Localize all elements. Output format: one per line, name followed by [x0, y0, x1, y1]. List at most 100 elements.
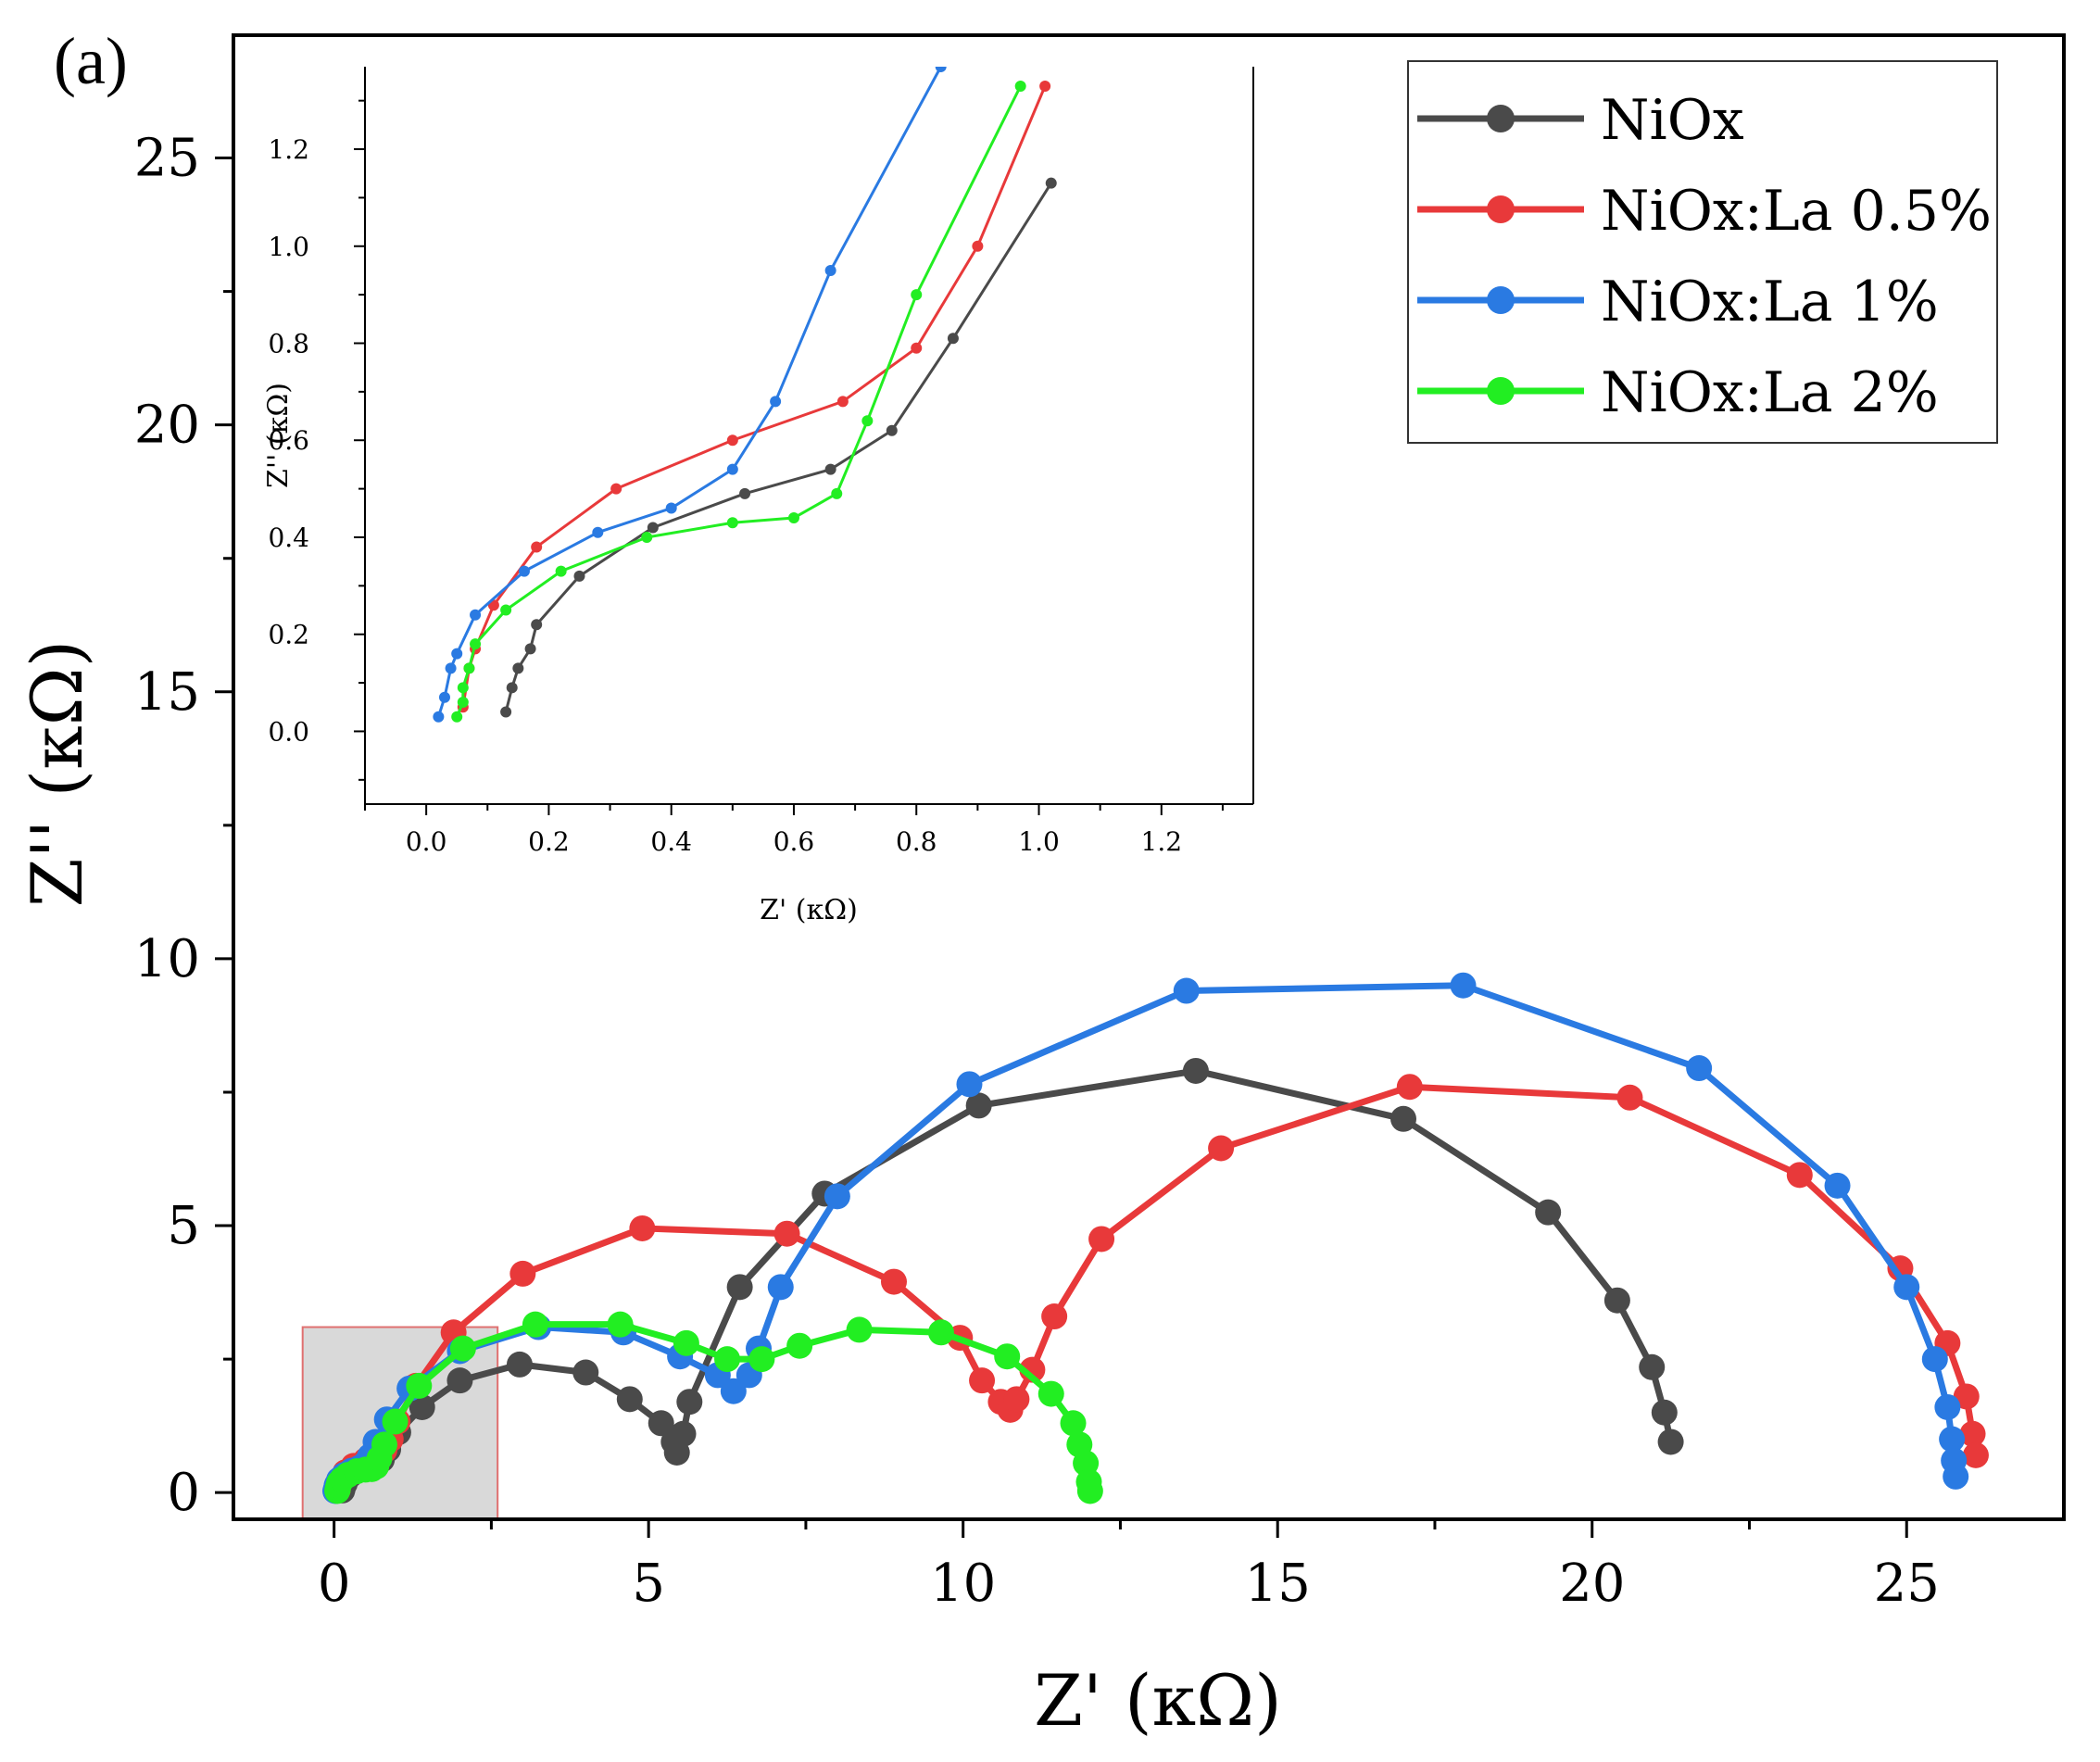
data-point-niox-la-2 [786, 1332, 813, 1359]
data-point-niox-la-1 [824, 1183, 850, 1210]
data-point-niox [1182, 1057, 1209, 1084]
data-point-niox-la-0-5 [1616, 1084, 1643, 1111]
inset-data-point-niox-la-1 [470, 609, 482, 621]
inset-data-point-niox [647, 522, 659, 534]
inset-background [365, 67, 1253, 804]
data-point-niox [446, 1367, 473, 1394]
x-tick-label: 25 [1874, 1554, 1940, 1614]
data-point-niox-la-2 [1060, 1410, 1087, 1437]
inset-x-axis-title: Z' (κΩ) [760, 894, 858, 926]
x-tick-label: 10 [930, 1554, 996, 1614]
inset-data-point-niox-la-1 [518, 565, 530, 577]
inset-data-point-niox-la-0-5 [1039, 80, 1051, 92]
inset-y-tick-label: 0.2 [268, 620, 309, 650]
data-point-niox-la-2 [371, 1431, 397, 1458]
inset-data-point-niox-la-1 [451, 648, 463, 660]
inset-data-point-niox-la-2 [787, 512, 799, 524]
legend-swatch-marker [1487, 286, 1515, 314]
inset-x-tick-label: 0.6 [773, 826, 815, 857]
main-plot-frame: 0 5 10 15 20 25 0 5 10 15 20 25 [134, 33, 2066, 1614]
inset-data-point-niox [947, 333, 959, 345]
inset-x-tick-label: 1.2 [1141, 826, 1183, 857]
data-point-niox-la-2 [382, 1408, 409, 1435]
main-series-layer [322, 972, 1989, 1504]
inset-data-point-niox-la-1 [824, 264, 836, 276]
legend-label: NiOx [1601, 88, 1744, 153]
data-point-niox-la-1 [767, 1274, 794, 1301]
y-tick-label: 5 [167, 1196, 200, 1256]
x-tick-label: 0 [318, 1554, 351, 1614]
data-point-niox-la-0-5 [1041, 1303, 1068, 1330]
series-line-niox-la-1 [332, 982, 1959, 1492]
inset-data-point-niox-la-1 [935, 67, 947, 72]
x-tick-label: 20 [1559, 1554, 1625, 1614]
data-point-niox [572, 1359, 599, 1386]
inset-data-point-niox-la-2 [457, 697, 469, 709]
data-point-niox-la-2 [1037, 1380, 1064, 1407]
inset-data-point-niox-la-1 [726, 463, 738, 475]
inset-data-point-niox-la-2 [831, 487, 843, 499]
data-point-niox-la-1 [1893, 1274, 1920, 1301]
data-point-niox [1390, 1105, 1417, 1132]
inset-data-point-niox-la-2 [470, 638, 482, 650]
inset-y-tick-label: 0.0 [268, 716, 309, 747]
inset-data-point-niox-la-2 [861, 415, 874, 427]
data-point-niox-la-1 [1173, 977, 1200, 1004]
inset-data-point-niox [886, 424, 898, 436]
data-point-niox-la-0-5 [1208, 1135, 1235, 1162]
inset-data-point-niox-la-1 [445, 662, 457, 674]
y-axis-title: Z'' (κΩ) [16, 640, 98, 908]
inset-data-point-niox-la-1 [665, 502, 677, 514]
data-point-niox [1603, 1287, 1630, 1314]
data-point-niox [506, 1351, 533, 1378]
inset-data-point-niox-la-0-5 [531, 541, 543, 553]
inset-data-point-niox-la-0-5 [836, 396, 849, 408]
legend-label: NiOx:La 2% [1601, 360, 1939, 425]
x-tick-label: 5 [632, 1554, 665, 1614]
inset-y-tick-label: 0.6 [268, 425, 309, 456]
inset-data-point-niox-la-1 [770, 396, 782, 408]
data-point-niox-la-0-5 [1953, 1383, 1980, 1410]
data-point-niox-la-0-5 [1962, 1441, 1989, 1468]
data-point-niox-la-2 [846, 1316, 873, 1343]
series-line-niox-la-0-5 [334, 1083, 1980, 1491]
inset-plot: 0.0 0.2 0.4 0.6 0.8 1.0 1.2 0.0 0.2 0.4 0.6 0.8 1.0 1… [268, 67, 1254, 857]
data-point-niox-la-1 [956, 1071, 983, 1098]
data-point-niox-la-0-5 [1396, 1074, 1423, 1101]
inset-data-point-niox-la-0-5 [972, 240, 984, 252]
inset-x-tick-label: 1.0 [1018, 826, 1060, 857]
y-tick-label: 20 [134, 396, 200, 456]
data-point-niox [726, 1274, 753, 1301]
inset-data-point-niox-la-2 [555, 565, 567, 577]
data-point-niox-la-2 [522, 1311, 548, 1338]
data-point-niox-la-0-5 [509, 1260, 536, 1287]
data-point-niox-la-1 [1934, 1393, 1961, 1420]
data-point-niox-la-0-5 [1088, 1226, 1115, 1252]
data-point-niox-la-2 [406, 1372, 433, 1399]
data-point-niox [676, 1389, 703, 1416]
inset-data-point-niox [824, 463, 836, 475]
data-point-niox-la-2 [748, 1346, 775, 1373]
inset-data-point-niox [500, 706, 512, 718]
data-point-niox-la-2 [994, 1343, 1021, 1370]
y-tick-label: 0 [167, 1463, 200, 1523]
inset-y-tick-label: 0.8 [268, 329, 309, 359]
data-point-niox-la-2 [714, 1346, 741, 1373]
inset-y-tick-label: 1.0 [268, 232, 309, 262]
inset-data-point-niox [573, 570, 585, 582]
inset-data-point-niox-la-2 [457, 682, 469, 694]
inset-x-tick-label: 0.0 [406, 826, 447, 857]
data-point-niox-la-0-5 [1003, 1386, 1030, 1413]
data-point-niox-la-0-5 [880, 1268, 907, 1295]
data-point-niox-la-0-5 [969, 1367, 996, 1394]
data-point-niox [1651, 1399, 1678, 1426]
data-point-niox-la-0-5 [629, 1215, 656, 1241]
legend-label: NiOx:La 0.5% [1601, 179, 1992, 244]
inset-data-point-niox [531, 619, 543, 631]
inset-y-tick-label: 1.2 [268, 134, 309, 165]
inset-data-point-niox-la-2 [1014, 80, 1026, 92]
legend-swatch-marker [1487, 105, 1515, 132]
inset-data-point-niox-la-0-5 [610, 483, 622, 495]
inset-data-point-niox-la-1 [438, 691, 450, 703]
